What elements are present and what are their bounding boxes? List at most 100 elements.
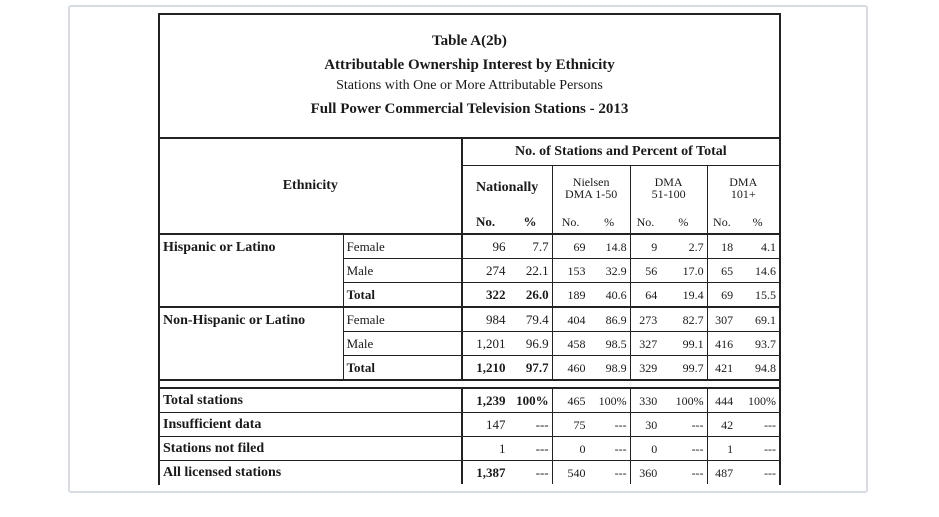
dma-51-100-header-line1: DMA [654, 175, 683, 189]
col-header-no: No. [551, 210, 589, 235]
cell: 69 [706, 282, 737, 308]
cell: 18 [706, 234, 737, 259]
cell: 460 [551, 355, 589, 381]
cell: 17.0 [660, 258, 708, 283]
cell: --- [508, 412, 553, 437]
ethnicity-header: Ethnicity [160, 139, 462, 235]
summary-row: Insufficient data 147 --- 75 --- 30 --- … [160, 412, 779, 437]
cell: --- [588, 412, 631, 437]
cell: 404 [551, 307, 589, 332]
cell: 322 [460, 282, 509, 308]
table-scope: Full Power Commercial Television Station… [310, 101, 629, 117]
cell: 444 [706, 387, 737, 413]
cell: 273 [629, 307, 661, 332]
cell: 100% [736, 387, 779, 413]
summary-row: Total stations 1,239 100% 465 100% 330 1… [160, 387, 779, 413]
nielsen-header-line1: Nielsen [572, 175, 610, 189]
section-gap [160, 380, 779, 388]
summary-row: All licensed stations 1,387 --- 540 --- … [160, 460, 779, 484]
cell: 32.9 [588, 258, 631, 283]
row-label: Female [342, 234, 462, 259]
cell: 22.1 [508, 258, 553, 283]
col-header-pct: % [736, 210, 779, 235]
category-hispanic: Hispanic or Latino [160, 234, 344, 308]
table-subtitle: Stations with One or More Attributable P… [336, 78, 603, 93]
cell: 307 [706, 307, 737, 332]
cell: 7.7 [508, 234, 553, 259]
cell: 99.7 [660, 355, 708, 381]
cell: --- [508, 436, 553, 461]
cell: 329 [629, 355, 661, 381]
cell: 0 [629, 436, 661, 461]
cell: 14.8 [588, 234, 631, 259]
cell: 69 [551, 234, 589, 259]
cell: 40.6 [588, 282, 631, 308]
cell: --- [535, 465, 549, 480]
summary-label: Insufficient data [160, 412, 462, 437]
cell: 69.1 [736, 307, 779, 332]
cell: 458 [551, 331, 589, 356]
cell: --- [614, 465, 627, 480]
cell: 82.7 [660, 307, 708, 332]
table-row: Total 322 26.0 189 40.6 64 19.4 69 15.5 [160, 282, 779, 308]
cell: 26.0 [508, 282, 553, 308]
cell: --- [588, 436, 631, 461]
col-header-pct: % [588, 210, 631, 235]
cell: 147 [460, 412, 509, 437]
cell: 465 [551, 387, 589, 413]
cell: 1 [460, 436, 509, 461]
header-row-2: Nationally Nielsen DMA 1-50 DMA 51-100 D… [160, 165, 779, 210]
cell: 93.7 [736, 331, 779, 356]
summary-label: All licensed stations [163, 464, 282, 480]
cell: 9 [629, 234, 661, 259]
cell: --- [736, 412, 779, 437]
cell: 42 [706, 412, 737, 437]
col-header-pct: % [508, 210, 553, 235]
dma-51-100-header-line2: 51-100 [651, 187, 686, 201]
cell: 153 [551, 258, 589, 283]
cell: 2.7 [660, 234, 708, 259]
table-row: Hispanic or Latino Female 96 7.7 69 14.8… [160, 234, 779, 308]
cell: 100% [508, 387, 553, 413]
table-number: Table A(2b) [432, 33, 507, 49]
summary-label: Total stations [160, 387, 462, 413]
row-label: Female [342, 307, 462, 332]
cell: 99.1 [660, 331, 708, 356]
cell: 540 [551, 460, 589, 484]
table-title-block: Table A(2b) Attributable Ownership Inter… [160, 15, 779, 139]
cell: 274 [460, 258, 509, 283]
cell: 327 [629, 331, 661, 356]
cell: 19.4 [660, 282, 708, 308]
cell: 86.9 [588, 307, 631, 332]
dma-101-header-line1: DMA [729, 175, 758, 189]
row-label: Male [342, 258, 462, 283]
nationally-header: Nationally [460, 165, 553, 210]
cell: 421 [706, 355, 737, 381]
col-header-no: No. [706, 210, 737, 235]
category-non-hispanic: Non-Hispanic or Latino [160, 307, 344, 381]
cell: 94.8 [736, 355, 779, 381]
cell: --- [736, 436, 779, 461]
cell: 96.9 [508, 331, 553, 356]
cell: 98.9 [588, 355, 631, 381]
cell: 64 [629, 282, 661, 308]
cell: 1,210 [460, 355, 509, 381]
cell: 487 [706, 460, 737, 484]
cell: 97.7 [508, 355, 553, 381]
cell: 96 [460, 234, 509, 259]
cell: 330 [629, 387, 661, 413]
table-row: Total 1,210 97.7 460 98.9 329 99.7 421 9… [160, 355, 779, 381]
table-row: Male 1,201 96.9 458 98.5 327 99.1 416 93… [160, 331, 779, 356]
summary-row: Stations not filed 1 --- 0 --- 0 --- 1 -… [160, 436, 779, 461]
cell: 984 [460, 307, 509, 332]
gap-cell [160, 380, 779, 388]
cell: 4.1 [736, 234, 779, 259]
cell: --- [691, 465, 704, 480]
cell: 14.6 [736, 258, 779, 283]
table-row: Non-Hispanic or Latino Female 984 79.4 4… [160, 307, 779, 381]
col-header-pct: % [660, 210, 708, 235]
cell: 416 [706, 331, 737, 356]
cell: 75 [551, 412, 589, 437]
cell: 15.5 [736, 282, 779, 308]
ownership-table: Ethnicity No. of Stations and Percent of… [160, 139, 779, 484]
